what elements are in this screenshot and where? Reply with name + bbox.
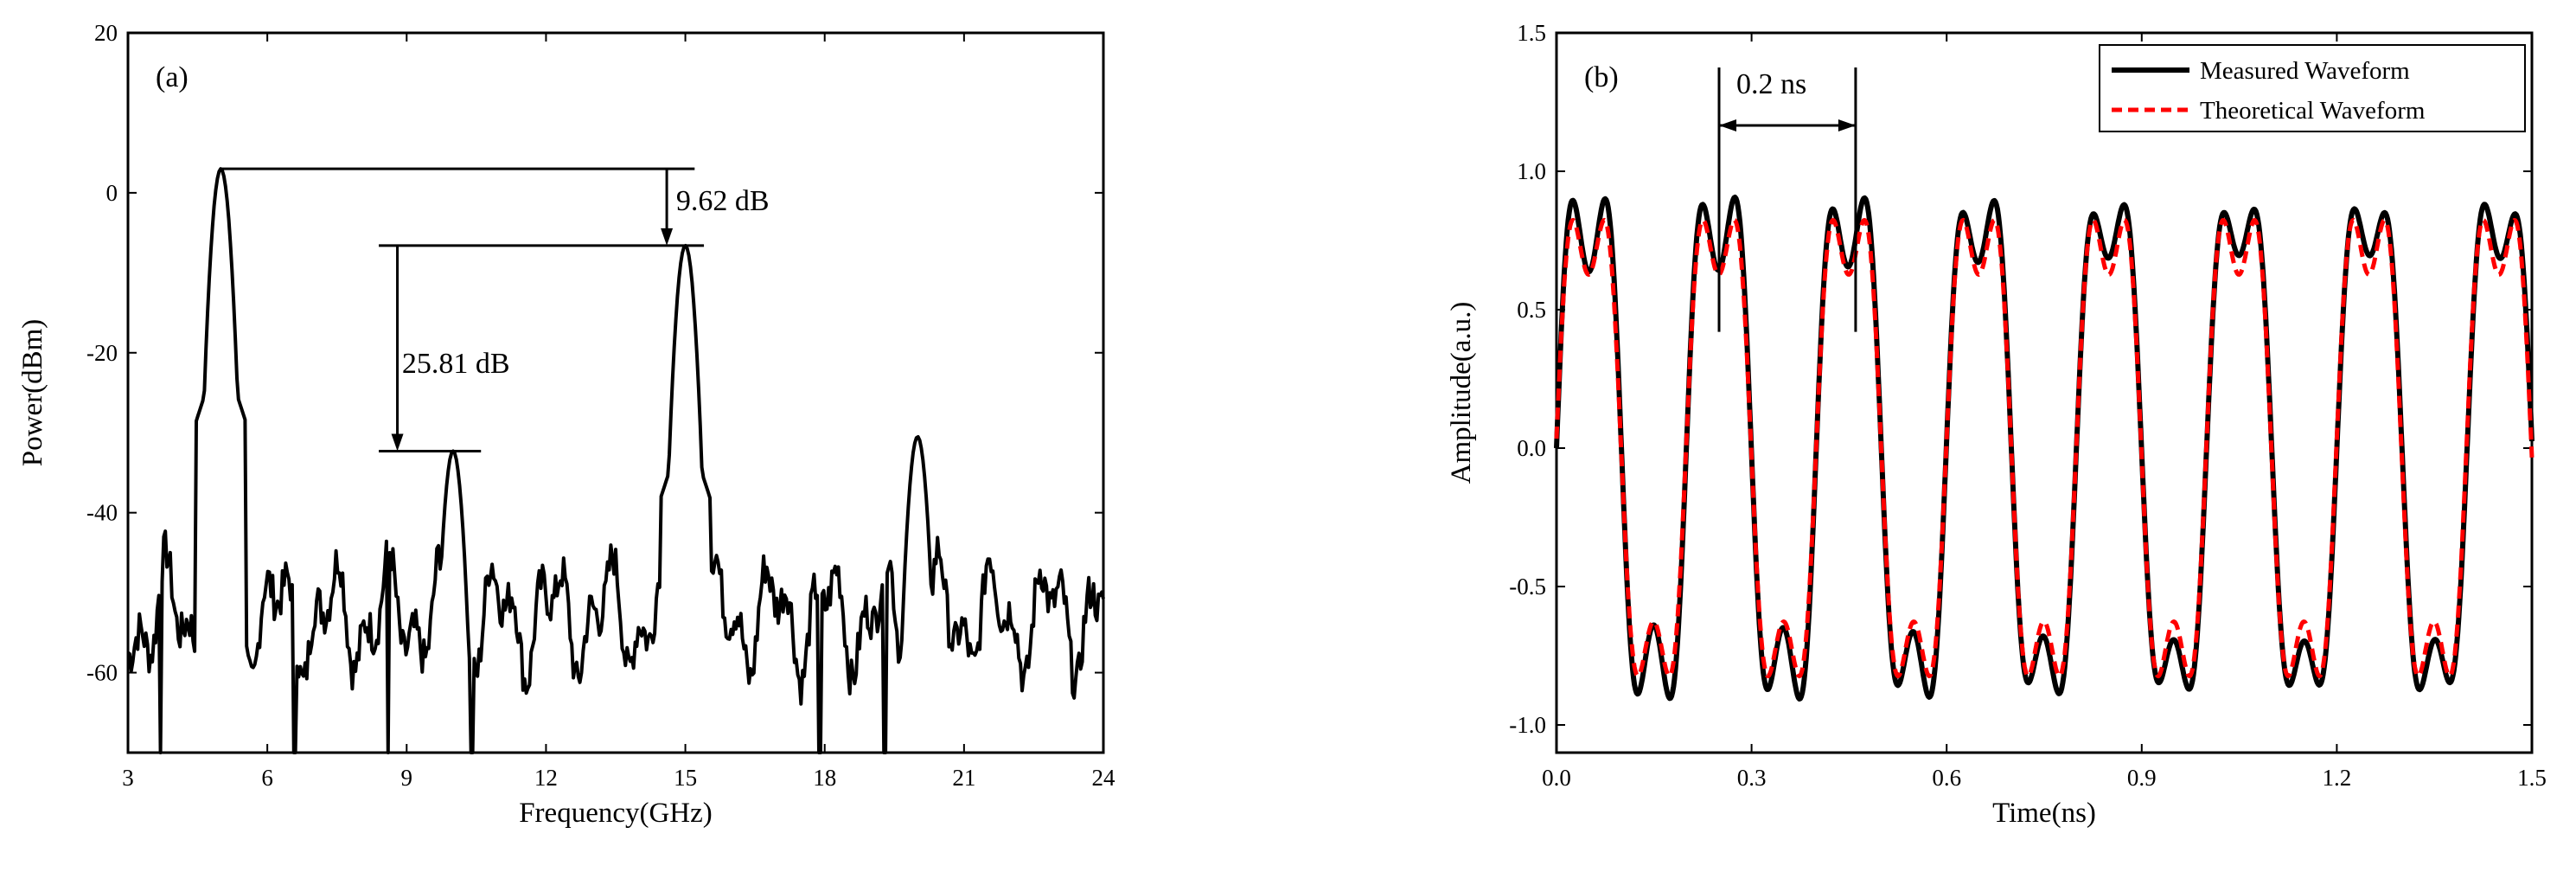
- arrow-head: [661, 228, 674, 246]
- y-tick-label: 0: [106, 180, 118, 206]
- y-tick-label: -60: [86, 660, 118, 686]
- y-tick-label: 0.0: [1517, 435, 1546, 461]
- y-tick-label: -0.5: [1509, 574, 1546, 600]
- panel-b-period-annotation: [1717, 67, 1857, 332]
- panel-a-label: (a): [156, 61, 189, 93]
- panel-b-waveform: 0.0 0.3 0.6 0.9 1.2 1.5 -1.0 -0.5 0.0 0.5 1.0 1.5 (…: [1446, 20, 2547, 829]
- panel-a-x-axis-title: Frequency(GHz): [519, 798, 713, 829]
- x-tick-label: 3: [122, 765, 134, 791]
- x-tick-label: 6: [261, 765, 273, 791]
- panel-a-annotation-25.81dB: 25.81 dB: [402, 348, 510, 380]
- panel-a-spectrum-line: [126, 167, 1105, 754]
- panel-b-annotation-period: 0.2 ns: [1736, 68, 1806, 100]
- x-tick-label: 0.6: [1932, 765, 1961, 791]
- panel-a-annotation-9.62dB: 9.62 dB: [676, 185, 770, 217]
- y-tick-label: -20: [86, 340, 118, 366]
- x-tick-label: 21: [952, 765, 975, 791]
- y-tick-label: 20: [94, 20, 118, 46]
- y-tick-label: 1.0: [1517, 158, 1546, 184]
- x-tick-label: 24: [1092, 765, 1116, 791]
- panel-b-ticks: 0.0 0.3 0.6 0.9 1.2 1.5 -1.0 -0.5 0.0 0.5 1.0 1.5: [1509, 20, 2547, 791]
- y-tick-label: 0.5: [1517, 297, 1546, 323]
- x-tick-label: 12: [534, 765, 558, 791]
- x-tick-label: 0.9: [2127, 765, 2157, 791]
- panel-a-spectrum: 3 6 9 12 15 18 21 24 -60 -40 -20 0 20 (a) 9.62 dB 25…: [17, 20, 1115, 829]
- x-tick-label: 18: [813, 765, 836, 791]
- panel-b-x-axis-title: Time(ns): [1992, 798, 2096, 829]
- panel-a-plot-frame: [126, 31, 1105, 754]
- legend-label-theoretical: Theoretical Waveform: [2200, 97, 2426, 125]
- x-tick-label: 1.5: [2517, 765, 2547, 791]
- x-tick-label: 0.0: [1542, 765, 1571, 791]
- y-tick-label: -40: [86, 500, 118, 526]
- x-tick-label: 9: [401, 765, 413, 791]
- panel-a-ticks: 3 6 9 12 15 18 21 24 -60 -40 -20 0 20: [86, 20, 1115, 791]
- panel-b-legend: Measured Waveform Theoretical Waveform: [2099, 44, 2526, 132]
- x-tick-label: 1.2: [2323, 765, 2352, 791]
- x-tick-label: 0.3: [1737, 765, 1767, 791]
- x-tick-label: 15: [674, 765, 697, 791]
- legend-label-measured: Measured Waveform: [2200, 57, 2410, 85]
- arrow-head: [391, 433, 404, 452]
- panel-a-y-axis-title: Power(dBm): [17, 319, 48, 466]
- legend-box: [2099, 44, 2526, 132]
- panel-a-annotations: [221, 167, 705, 452]
- y-tick-label: 1.5: [1517, 20, 1546, 46]
- panel-b-y-axis-title: Amplitude(a.u.): [1446, 302, 1477, 484]
- y-tick-label: -1.0: [1509, 712, 1546, 738]
- panel-b-label: (b): [1584, 61, 1619, 93]
